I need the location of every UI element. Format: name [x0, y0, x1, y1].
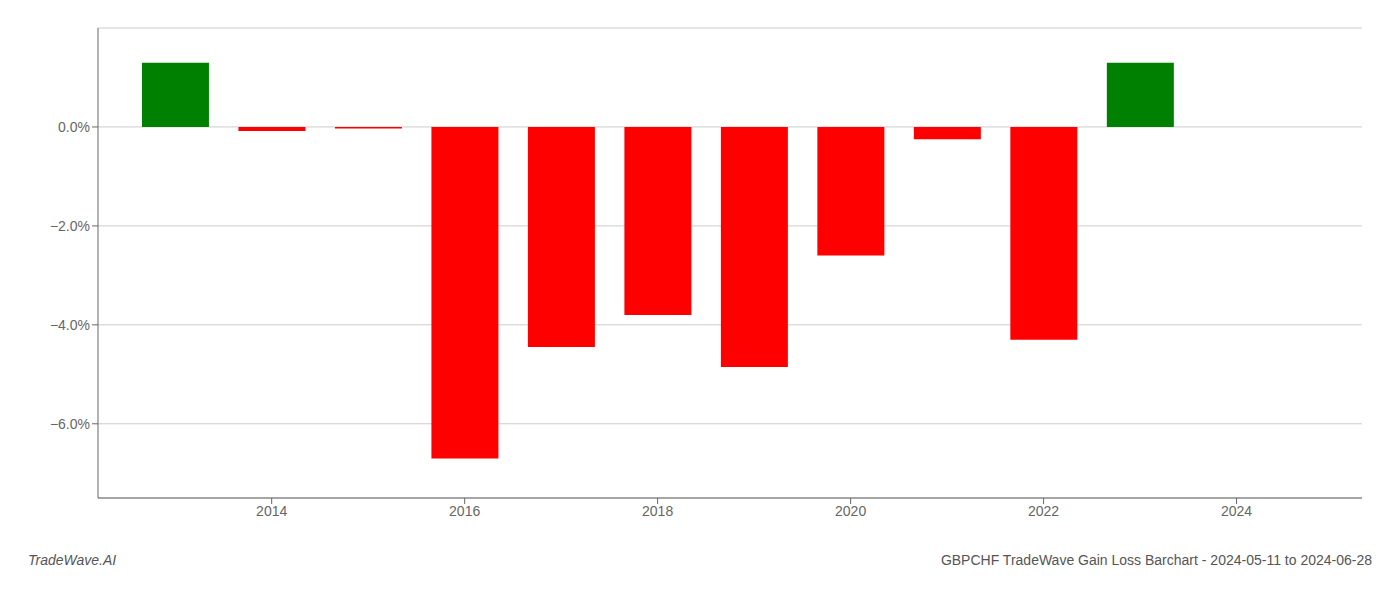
svg-text:2018: 2018: [642, 503, 673, 519]
svg-text:2014: 2014: [256, 503, 287, 519]
svg-text:2024: 2024: [1221, 503, 1252, 519]
svg-text:2020: 2020: [835, 503, 866, 519]
svg-text:−6.0%: −6.0%: [50, 416, 90, 432]
html-text:GBPCHF TradeWave Gain Loss Bar: GBPCHF TradeWave Gain Loss Barchart - 20…: [940, 552, 1372, 568]
svg-text:2016: 2016: [449, 503, 480, 519]
svg-text:−4.0%: −4.0%: [50, 317, 90, 333]
svg-text:0.0%: 0.0%: [58, 119, 90, 135]
svg-text:2022: 2022: [1028, 503, 1059, 519]
html-text:TradeWave.AI: TradeWave.AI: [28, 552, 117, 568]
svg-text:−2.0%: −2.0%: [50, 218, 90, 234]
